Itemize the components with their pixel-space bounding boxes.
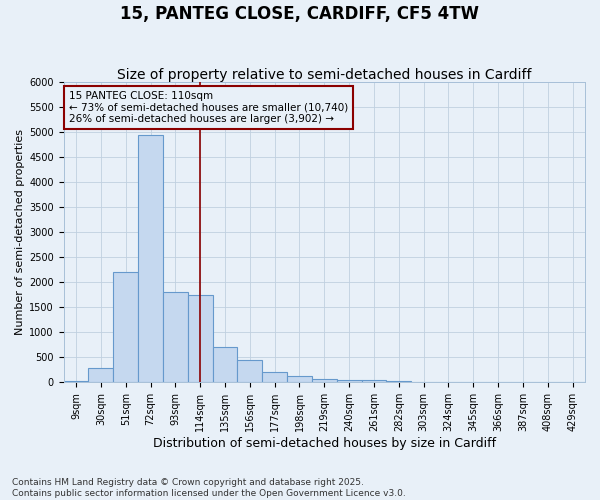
Bar (262, 372, 287, 382)
Bar (88, 368, 113, 382)
Bar (113, 272, 138, 382)
Bar (163, 292, 188, 382)
Bar (287, 376, 312, 382)
Text: Contains HM Land Registry data © Crown copyright and database right 2025.
Contai: Contains HM Land Registry data © Crown c… (12, 478, 406, 498)
Bar (212, 348, 238, 382)
Text: 15 PANTEG CLOSE: 110sqm
← 73% of semi-detached houses are smaller (10,740)
26% o: 15 PANTEG CLOSE: 110sqm ← 73% of semi-de… (69, 91, 348, 124)
Bar (64, 381, 88, 382)
Text: 15, PANTEG CLOSE, CARDIFF, CF5 4TW: 15, PANTEG CLOSE, CARDIFF, CF5 4TW (121, 5, 479, 23)
X-axis label: Distribution of semi-detached houses by size in Cardiff: Distribution of semi-detached houses by … (153, 437, 496, 450)
Bar (238, 360, 262, 382)
Bar (312, 379, 337, 382)
Bar (337, 380, 362, 382)
Bar (188, 294, 212, 382)
Y-axis label: Number of semi-detached properties: Number of semi-detached properties (15, 129, 25, 335)
Title: Size of property relative to semi-detached houses in Cardiff: Size of property relative to semi-detach… (117, 68, 532, 82)
Bar (138, 134, 163, 382)
Bar (362, 380, 386, 382)
